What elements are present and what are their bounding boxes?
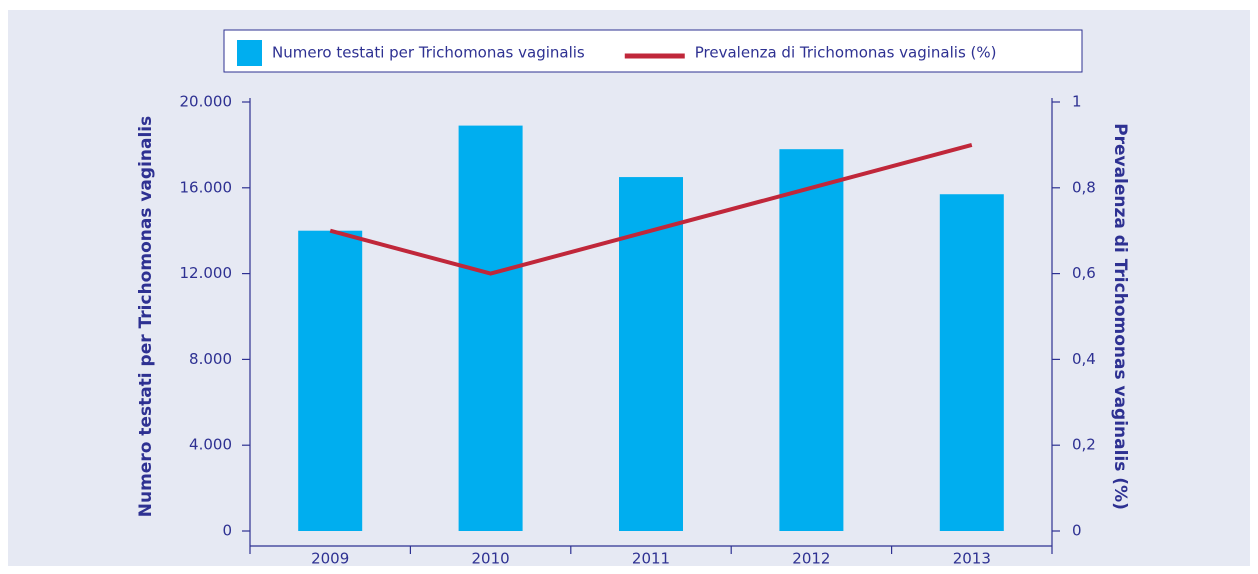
- y-tick-label: 16.000: [180, 178, 233, 196]
- line: [329, 142, 973, 276]
- y2-tick-label: 0,8: [1072, 178, 1096, 196]
- y2-tick-label: 0: [1072, 522, 1082, 540]
- y2-tick-label: 0,4: [1072, 350, 1096, 368]
- x-tick-label: 2012: [792, 550, 830, 568]
- legend-label: Prevalenza di Trichomonas vaginalis (%): [695, 44, 997, 62]
- x-tick-label: 2010: [472, 550, 510, 568]
- y-tick-label: 8.000: [189, 350, 232, 368]
- y2-tick-label: 1: [1072, 93, 1082, 111]
- x-tick-label: 2011: [632, 550, 670, 568]
- y-tick-label: 12.000: [180, 264, 233, 282]
- y-tick-label: 20.000: [180, 93, 233, 111]
- legend-box: [223, 29, 1083, 73]
- legend-swatch: [237, 40, 262, 66]
- bar: [779, 149, 844, 531]
- x-tick-label: 2009: [311, 550, 349, 568]
- bar: [458, 125, 523, 531]
- y2-tick-label: 0,6: [1072, 264, 1096, 282]
- bar: [298, 230, 363, 531]
- x-tick-label: 2013: [953, 550, 991, 568]
- y2-tick-label: 0,2: [1072, 436, 1096, 454]
- y2-axis-title: Prevalenza di Trichomonas vaginalis (%): [1110, 123, 1130, 510]
- legend-label: Numero testati per Trichomonas vaginalis: [272, 44, 585, 62]
- bar: [939, 194, 1004, 532]
- y-tick-label: 0: [222, 522, 232, 540]
- y-tick-label: 4.000: [189, 436, 232, 454]
- y-axis-title: Numero testati per Trichomonas vaginalis: [136, 116, 156, 518]
